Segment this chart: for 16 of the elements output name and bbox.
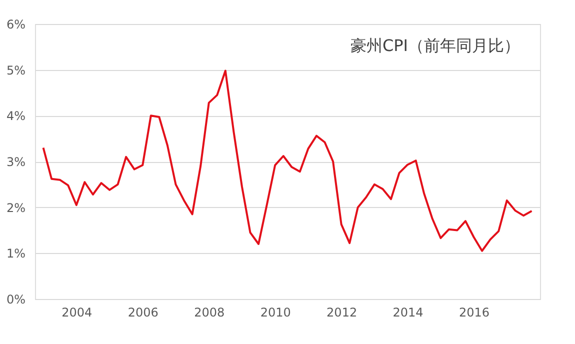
x-tick-label: 2014 (392, 306, 424, 320)
y-tick-label: 5% (6, 63, 26, 78)
y-tick-label: 0% (6, 292, 26, 306)
x-tick-label: 2016 (458, 306, 490, 320)
x-tick-label: 2008 (194, 306, 225, 320)
x-tick-label: 2012 (326, 306, 358, 320)
x-tick-label: 2010 (260, 306, 291, 320)
x-tick-label: 2004 (62, 306, 92, 320)
x-tick-label: 2006 (128, 306, 158, 320)
y-tick-label: 1% (6, 246, 26, 261)
text: 豪州CPI（前年同月比） (350, 36, 520, 55)
y-tick-label: 6% (6, 18, 26, 32)
y-tick-label: 2% (6, 200, 26, 215)
y-tick-label: 3% (6, 155, 26, 169)
line-series (42, 70, 533, 252)
y-tick-label: 4% (6, 109, 26, 124)
